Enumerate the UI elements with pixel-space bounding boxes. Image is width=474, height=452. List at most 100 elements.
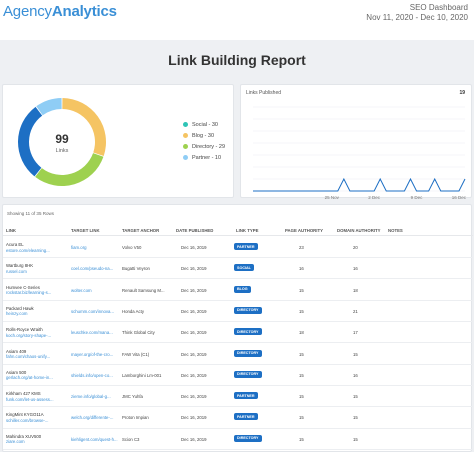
links-published-line-chart: 25 Nov 2 Dec 9 Dec 16 Dec <box>253 106 467 199</box>
links-published-widget: Links Published 19 25 Nov 2 Dec 9 Dec 16 De… <box>240 84 472 199</box>
page-authority: 16 <box>299 266 304 272</box>
links-published-title: Links Published <box>246 90 282 96</box>
target-link[interactable]: schumm.com/innova... <box>71 308 114 314</box>
domain-authority: 15 <box>353 351 358 357</box>
col-header-date-published[interactable]: DATE PUBLISHED <box>176 228 214 233</box>
link-url[interactable]: heinzy.com <box>6 311 28 317</box>
link-url[interactable]: estore.com/elearning... <box>6 247 50 253</box>
table-row[interactable]: Packard Hawk heinzy.com schumm.com/innova.… <box>3 301 473 323</box>
date-published: Dec 16, 2019 <box>181 308 207 314</box>
link-name: Acura EL <box>6 242 24 247</box>
link-url[interactable]: schiller.com/browse-... <box>6 417 49 423</box>
table-row[interactable]: KingMint KYGO11A schiller.com/browse-... w… <box>3 407 473 429</box>
target-link[interactable]: shields.info/open-co... <box>71 372 113 378</box>
date-published: Dec 16, 2019 <box>181 245 207 250</box>
table-row[interactable]: Acura EL estore.com/elearning... fiam.org V… <box>3 237 473 259</box>
donut-segment[interactable] <box>35 153 104 186</box>
target-link[interactable]: kiehligent.com/quest-h... <box>71 436 118 442</box>
link-url[interactable]: funk.com/let-us-assess... <box>6 396 54 402</box>
table-row[interactable]: Asiam 409 fahn.com/chaos-unify... mayer.or… <box>3 344 473 365</box>
table-row[interactable]: Humvee C-Series rockstar.biz/learning-s..… <box>3 280 473 301</box>
target-anchor: JMC Yuhfa <box>122 394 143 400</box>
target-anchor: Scion C3 <box>122 436 140 442</box>
agencyanalytics-logo[interactable]: AgencyAnalytics <box>3 3 117 20</box>
legend-dot <box>183 122 188 127</box>
x-tick-label: 25 Nov <box>325 195 340 199</box>
target-anchor: Think Global City <box>122 330 155 336</box>
legend-item: Blog - 30 <box>183 130 225 141</box>
legend-label: Social - 30 <box>192 121 218 128</box>
col-header-notes[interactable]: NOTES <box>388 228 403 233</box>
page-authority: 15 <box>299 287 304 293</box>
target-link[interactable]: welch.org/differente-... <box>71 415 114 421</box>
link-type-badge: SOCIAL <box>234 264 254 272</box>
domain-authority: 15 <box>353 436 358 442</box>
col-header-link-type[interactable]: LINK TYPE <box>236 228 259 233</box>
table-row[interactable]: Mahindra XUV500 ziare.com kiehligent.com/q… <box>3 429 473 450</box>
link-name: Kirkham 427 KMS <box>6 391 41 397</box>
link-url[interactable]: ziare.com <box>6 439 25 445</box>
link-type-badge: PARTNER <box>234 413 258 421</box>
link-url[interactable]: gerlach.org/at-home-in... <box>6 375 53 381</box>
target-link[interactable]: coel.com/pseudo-na... <box>71 266 114 272</box>
legend-dot <box>183 133 188 138</box>
link-name: Humvee C-Series <box>6 284 40 290</box>
target-link[interactable]: leuschke.com/mana... <box>71 330 113 336</box>
domain-authority: 16 <box>353 266 358 272</box>
donut-legend: Social - 30 Blog - 30 Directory - 29 Par… <box>183 119 225 163</box>
donut-segment[interactable] <box>36 98 62 116</box>
link-url[interactable]: koch.org/story-shape-... <box>6 332 52 338</box>
page-authority: 15 <box>299 415 304 421</box>
donut-segment[interactable] <box>62 98 107 156</box>
table-row[interactable]: Rolls-Royce Wraith koch.org/story-shape-.… <box>3 322 473 344</box>
link-name: Mahindra XUV500 <box>6 433 42 439</box>
page-authority: 18 <box>299 330 304 336</box>
link-type-badge: DIRECTORY <box>234 306 262 314</box>
legend-item: Partner - 10 <box>183 152 225 163</box>
table-row[interactable]: Asiam 500 gerlach.org/at-home-in... shield… <box>3 365 473 386</box>
link-url[interactable]: russel.com <box>6 268 27 274</box>
col-header-target-link[interactable]: TARGET LINK <box>71 228 100 233</box>
col-header-target-anchor[interactable]: TARGET ANCHOR <box>122 228 160 233</box>
link-name: Asiam 409 <box>6 348 27 354</box>
target-link[interactable]: mayer.org/of-the-cro... <box>71 351 114 357</box>
date-published: Dec 16, 2019 <box>181 372 207 378</box>
links-published-total: 19 <box>459 90 465 96</box>
link-type-badge: DIRECTORY <box>234 328 262 336</box>
target-link[interactable]: fiam.org <box>71 245 87 250</box>
link-url[interactable]: rockstar.biz/learning-s... <box>6 290 52 296</box>
domain-authority: 15 <box>353 415 358 421</box>
target-link[interactable]: wolter.com <box>71 287 92 293</box>
col-header-domain-authority[interactable]: DOMAIN AUTHORITY <box>337 228 381 233</box>
links-published-series-line <box>253 177 466 192</box>
link-types-widget: 99 Links Social - 30 Blog - 30 Directory… <box>2 84 234 198</box>
table-row[interactable]: Kirkham 427 KMS funk.com/let-us-assess...… <box>3 386 473 408</box>
table-row[interactable]: Wartburg 8HK russel.com coel.com/pseudo-na… <box>3 258 473 280</box>
donut-total-label: Links <box>56 148 69 154</box>
logo-text-light: Agency <box>3 3 52 20</box>
donut-segment[interactable] <box>17 106 43 177</box>
legend-label: Directory - 29 <box>192 143 226 150</box>
page-title: Link Building Report <box>168 52 306 68</box>
page-authority: 15 <box>299 436 304 442</box>
logo-text-bold: Analytics <box>51 3 117 20</box>
link-url[interactable]: fahn.com/chaos-unify... <box>6 354 51 359</box>
x-tick-label: 2 Dec <box>368 195 381 199</box>
target-anchor: FAW Vita (C1) <box>122 351 150 357</box>
x-tick-label: 16 Dec <box>452 195 467 199</box>
donut-total: 99 <box>55 132 69 146</box>
domain-authority: 18 <box>353 287 358 293</box>
target-link[interactable]: zieme.info/global-g... <box>71 394 111 400</box>
date-published: Dec 16, 2019 <box>181 436 207 442</box>
target-anchor: Proton Impian <box>122 415 149 421</box>
date-range[interactable]: Nov 11, 2020 - Dec 10, 2020 <box>366 13 468 22</box>
col-header-link[interactable]: LINK <box>6 228 17 233</box>
page-authority: 15 <box>299 394 304 400</box>
rows-count: Showing 11 of 35 Rows <box>7 211 54 216</box>
link-type-badge: PARTNER <box>234 243 258 250</box>
link-name: Asiam 500 <box>6 369 27 375</box>
target-anchor: Honda Acty <box>122 308 144 314</box>
col-header-page-authority[interactable]: PAGE AUTHORITY <box>285 228 323 233</box>
legend-dot <box>183 155 188 160</box>
link-type-badge: DIRECTORY <box>234 349 262 357</box>
